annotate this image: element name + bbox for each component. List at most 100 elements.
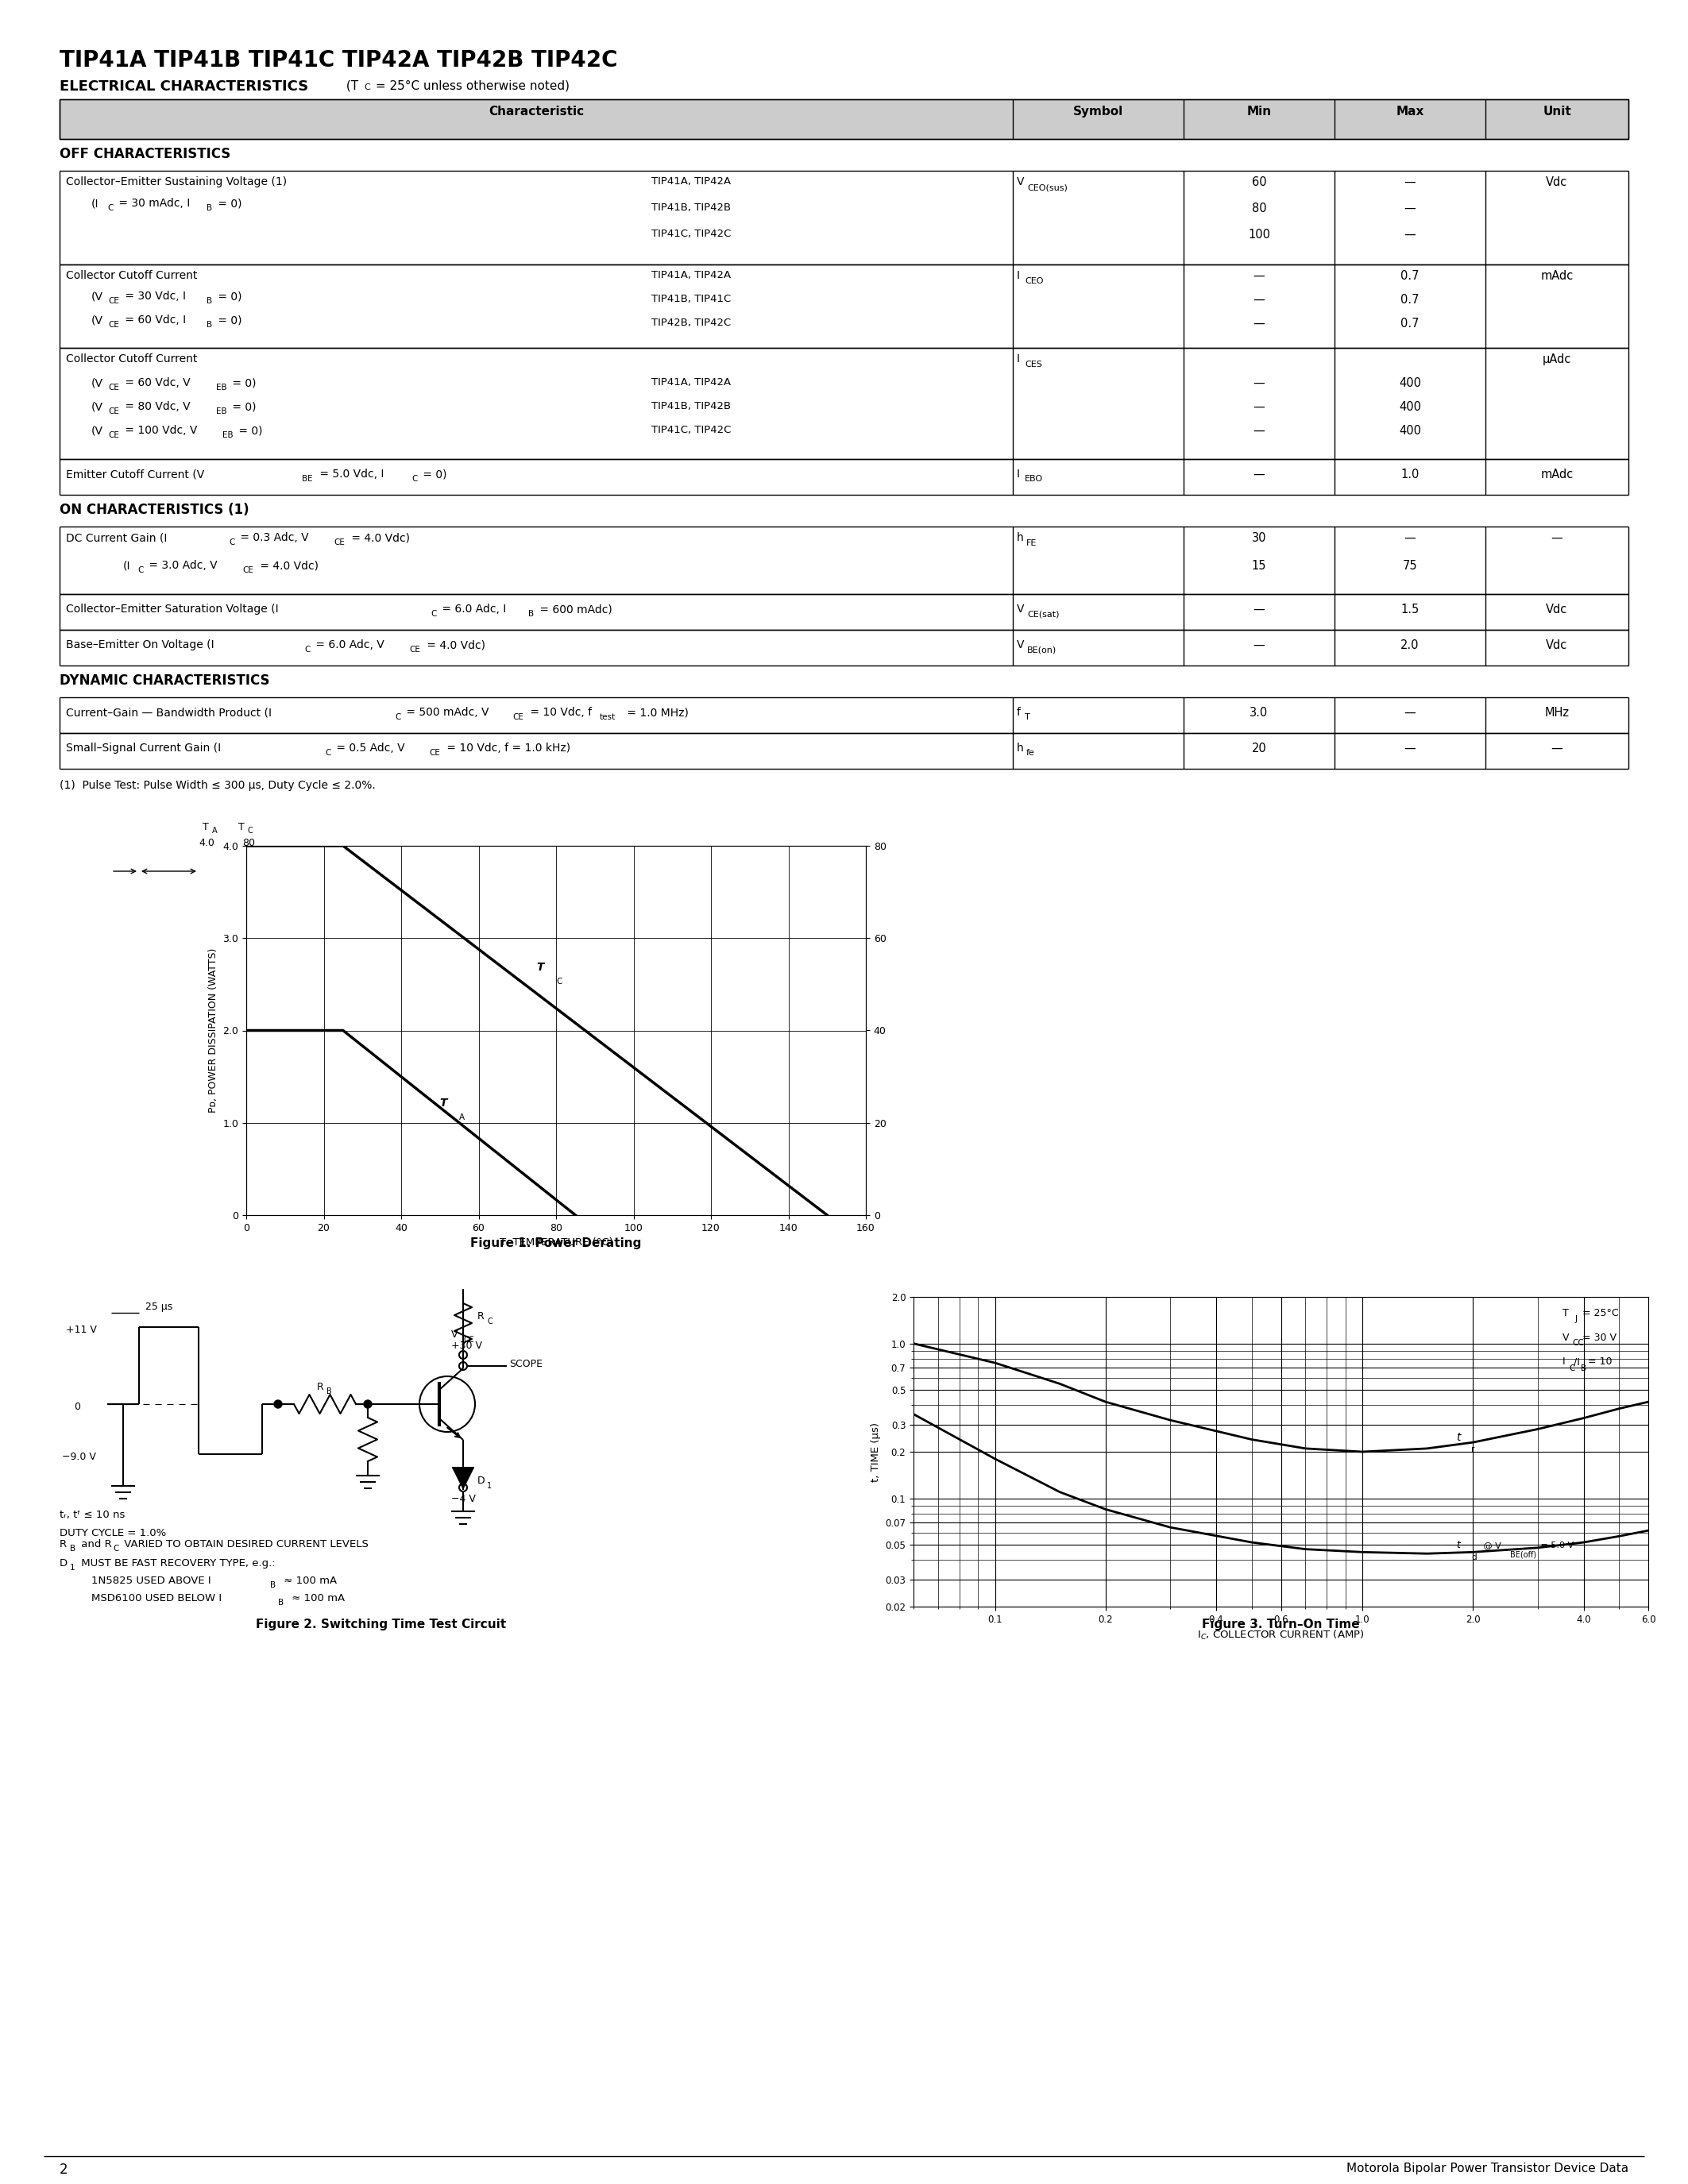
Text: = 0): = 0) xyxy=(230,378,257,389)
Text: Figure 1. Power Derating: Figure 1. Power Derating xyxy=(471,1238,641,1249)
Text: V: V xyxy=(1016,603,1025,614)
Text: Collector–Emitter Saturation Voltage (I: Collector–Emitter Saturation Voltage (I xyxy=(66,603,279,614)
Text: Max: Max xyxy=(1396,105,1425,118)
Text: 400: 400 xyxy=(1399,378,1421,389)
Text: T: T xyxy=(1025,714,1030,721)
Text: MUST BE FAST RECOVERY TYPE, e.g.:: MUST BE FAST RECOVERY TYPE, e.g.: xyxy=(78,1557,275,1568)
Text: B: B xyxy=(206,321,213,330)
Text: TIP41B, TIP42B: TIP41B, TIP42B xyxy=(652,402,731,411)
Text: Base–Emitter On Voltage (I: Base–Emitter On Voltage (I xyxy=(66,640,214,651)
Text: C: C xyxy=(230,539,235,546)
Text: = 600 mAdc): = 600 mAdc) xyxy=(537,603,613,614)
Text: CE: CE xyxy=(108,408,120,415)
Text: A: A xyxy=(213,828,218,834)
Text: (V: (V xyxy=(91,314,103,325)
Text: TIP41C, TIP42C: TIP41C, TIP42C xyxy=(652,426,731,435)
Text: Collector Cutoff Current: Collector Cutoff Current xyxy=(66,271,197,282)
Text: t: t xyxy=(1457,1540,1460,1551)
Text: Vdc: Vdc xyxy=(1546,603,1568,616)
Text: mAdc: mAdc xyxy=(1541,470,1573,480)
Y-axis label: Pᴅ, POWER DISSIPATION (WATTS): Pᴅ, POWER DISSIPATION (WATTS) xyxy=(208,948,218,1114)
Text: CEO: CEO xyxy=(1025,277,1043,286)
Text: = 6.0 Adc, V: = 6.0 Adc, V xyxy=(312,640,385,651)
Text: C: C xyxy=(137,566,143,574)
Text: Collector Cutoff Current: Collector Cutoff Current xyxy=(66,354,197,365)
Text: (V: (V xyxy=(91,378,103,389)
Text: −4 V: −4 V xyxy=(451,1494,476,1505)
Text: Figure 2. Switching Time Test Circuit: Figure 2. Switching Time Test Circuit xyxy=(257,1618,506,1631)
Text: = 0): = 0) xyxy=(419,470,447,480)
Text: 400: 400 xyxy=(1399,402,1421,413)
Text: Figure 3. Turn–On Time: Figure 3. Turn–On Time xyxy=(1202,1618,1361,1631)
Text: ELECTRICAL CHARACTERISTICS: ELECTRICAL CHARACTERISTICS xyxy=(59,79,309,94)
Text: 0.7: 0.7 xyxy=(1401,317,1420,330)
Text: +11 V: +11 V xyxy=(66,1326,96,1334)
Polygon shape xyxy=(452,1468,474,1489)
Circle shape xyxy=(365,1400,371,1409)
Text: = 80 Vdc, V: = 80 Vdc, V xyxy=(122,402,191,413)
Text: V: V xyxy=(1016,640,1025,651)
Text: TIP42B, TIP42C: TIP42B, TIP42C xyxy=(652,317,731,328)
Text: 25 μs: 25 μs xyxy=(145,1302,172,1313)
Text: 2.0: 2.0 xyxy=(1401,640,1420,651)
Text: I: I xyxy=(1016,271,1020,282)
Text: = 10 Vdc, f: = 10 Vdc, f xyxy=(527,708,592,719)
Text: C: C xyxy=(486,1317,493,1326)
Text: C: C xyxy=(395,714,400,721)
Text: —: — xyxy=(1404,708,1416,719)
Text: = 60 Vdc, V: = 60 Vdc, V xyxy=(122,378,191,389)
Text: —: — xyxy=(1252,317,1264,330)
Text: B: B xyxy=(279,1599,284,1607)
Text: CE: CE xyxy=(513,714,523,721)
Text: 0: 0 xyxy=(74,1402,81,1413)
Text: 1.5: 1.5 xyxy=(1401,603,1420,616)
Text: TIP41A, TIP42A: TIP41A, TIP42A xyxy=(652,271,731,280)
Text: 1: 1 xyxy=(486,1483,491,1489)
Text: and R: and R xyxy=(78,1540,111,1548)
Text: CE: CE xyxy=(108,321,120,330)
Text: 400: 400 xyxy=(1399,426,1421,437)
Text: d: d xyxy=(1472,1553,1477,1562)
Text: = 30 Vdc, I: = 30 Vdc, I xyxy=(122,290,186,301)
Text: —: — xyxy=(1252,295,1264,306)
Text: R: R xyxy=(478,1310,484,1321)
Text: Symbol: Symbol xyxy=(1074,105,1123,118)
Text: = 25°C: = 25°C xyxy=(1580,1308,1619,1319)
Text: 75: 75 xyxy=(1403,559,1418,572)
Text: TIP41A, TIP42A: TIP41A, TIP42A xyxy=(652,177,731,186)
Text: I: I xyxy=(1563,1356,1565,1367)
Text: Vdc: Vdc xyxy=(1546,177,1568,188)
Text: CE: CE xyxy=(108,430,120,439)
Text: CES: CES xyxy=(1025,360,1041,369)
Text: DUTY CYCLE = 1.0%: DUTY CYCLE = 1.0% xyxy=(59,1529,165,1538)
Text: FE: FE xyxy=(1026,539,1036,548)
Text: B: B xyxy=(206,203,213,212)
Text: = 10 Vdc, f = 1.0 kHz): = 10 Vdc, f = 1.0 kHz) xyxy=(444,743,571,753)
Text: EB: EB xyxy=(216,384,226,391)
Text: TIP41C, TIP42C: TIP41C, TIP42C xyxy=(652,229,731,238)
Text: —: — xyxy=(1404,177,1416,188)
Text: —: — xyxy=(1404,203,1416,214)
Text: = 4.0 Vdc): = 4.0 Vdc) xyxy=(348,533,410,544)
Text: B: B xyxy=(528,609,533,618)
Text: —: — xyxy=(1252,378,1264,389)
Text: B: B xyxy=(206,297,213,306)
Text: (V: (V xyxy=(91,402,103,413)
Text: = 0.5 Adc, V: = 0.5 Adc, V xyxy=(333,743,405,753)
Text: f: f xyxy=(1016,708,1021,719)
Text: C: C xyxy=(113,1544,118,1553)
Text: R: R xyxy=(317,1382,324,1391)
Y-axis label: t, TIME (μs): t, TIME (μs) xyxy=(871,1422,881,1481)
Text: CE: CE xyxy=(429,749,441,758)
Text: SCOPE: SCOPE xyxy=(510,1358,542,1369)
Text: −9.0 V: −9.0 V xyxy=(62,1452,96,1461)
Text: DYNAMIC CHARACTERISTICS: DYNAMIC CHARACTERISTICS xyxy=(59,673,270,688)
Text: Small–Signal Current Gain (I: Small–Signal Current Gain (I xyxy=(66,743,221,753)
Text: —: — xyxy=(1551,533,1563,544)
Text: CC: CC xyxy=(1572,1339,1583,1348)
Text: 1: 1 xyxy=(69,1564,76,1572)
Text: Characteristic: Characteristic xyxy=(488,105,584,118)
Text: = 5.0 V: = 5.0 V xyxy=(1538,1542,1573,1548)
Text: @ V: @ V xyxy=(1480,1542,1501,1548)
Text: = 3.0 Adc, V: = 3.0 Adc, V xyxy=(145,559,218,570)
